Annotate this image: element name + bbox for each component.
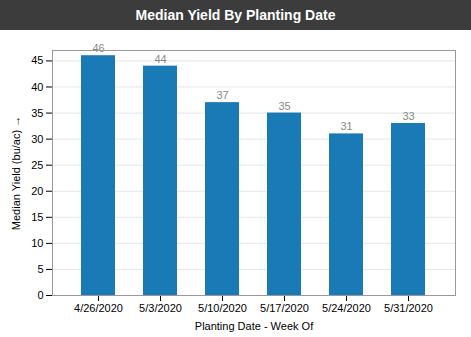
svg-text:45: 45 <box>31 54 43 66</box>
svg-text:5/24/2020: 5/24/2020 <box>322 302 371 314</box>
svg-text:44: 44 <box>154 53 166 65</box>
svg-text:4/26/2020: 4/26/2020 <box>74 302 123 314</box>
svg-text:46: 46 <box>92 42 104 54</box>
svg-text:25: 25 <box>31 159 43 171</box>
svg-text:30: 30 <box>31 133 43 145</box>
svg-text:5/10/2020: 5/10/2020 <box>198 302 247 314</box>
svg-text:5: 5 <box>37 263 43 275</box>
svg-text:40: 40 <box>31 81 43 93</box>
svg-text:Median Yield (bu/ac) →: Median Yield (bu/ac) → <box>10 116 22 230</box>
svg-text:20: 20 <box>31 185 43 197</box>
svg-text:5/3/2020: 5/3/2020 <box>139 302 182 314</box>
svg-text:0: 0 <box>37 289 43 301</box>
svg-text:37: 37 <box>216 89 228 101</box>
svg-text:5/17/2020: 5/17/2020 <box>260 302 309 314</box>
svg-text:33: 33 <box>402 110 414 122</box>
svg-text:35: 35 <box>278 100 290 112</box>
html-text:Median Yield By Planting Date: Median Yield By Planting Date <box>135 7 336 23</box>
svg-text:31: 31 <box>340 120 352 132</box>
svg-text:5/31/2020: 5/31/2020 <box>384 302 433 314</box>
svg-text:35: 35 <box>31 107 43 119</box>
svg-text:Planting Date - Week Of: Planting Date - Week Of <box>195 320 314 332</box>
svg-text:15: 15 <box>31 211 43 223</box>
svg-text:10: 10 <box>31 237 43 249</box>
